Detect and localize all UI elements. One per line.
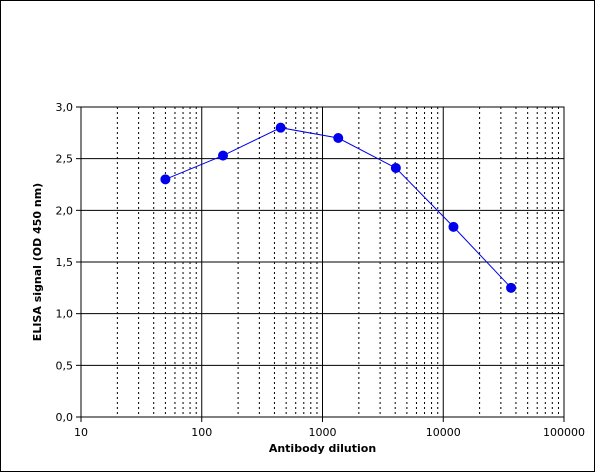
x-tick-label: 100000 bbox=[543, 426, 585, 439]
data-point bbox=[448, 221, 459, 232]
y-tick-label: 3,0 bbox=[56, 101, 74, 114]
x-tick-label: 10 bbox=[74, 426, 88, 439]
y-axis-title: ELISA signal (OD 450 nm) bbox=[31, 183, 44, 341]
grid bbox=[81, 107, 564, 417]
x-axis-title: Antibody dilution bbox=[269, 442, 376, 455]
y-tick-label: 2,5 bbox=[56, 153, 74, 166]
series bbox=[160, 122, 517, 293]
series-line bbox=[165, 127, 512, 289]
tick-labels: 0,0 0,5 1,0 1,5 2,0 2,5 3,0 10 100 1000 10000 10000… bbox=[56, 101, 586, 439]
axis-ticks bbox=[76, 106, 565, 422]
y-tick-label: 2,0 bbox=[56, 204, 74, 217]
y-tick-label: 1,0 bbox=[56, 308, 74, 321]
x-tick-label: 100 bbox=[191, 426, 212, 439]
data-point bbox=[506, 282, 517, 293]
y-tick-label: 0,5 bbox=[56, 359, 74, 372]
x-tick-label: 10000 bbox=[426, 426, 461, 439]
data-point bbox=[333, 133, 344, 143]
data-point bbox=[160, 174, 171, 185]
x-tick-label: 1000 bbox=[309, 426, 337, 439]
data-point bbox=[218, 150, 229, 161]
data-point bbox=[275, 122, 286, 133]
y-tick-label: 0,0 bbox=[56, 411, 74, 424]
y-tick-label: 1,5 bbox=[56, 256, 74, 269]
data-point bbox=[390, 162, 401, 173]
